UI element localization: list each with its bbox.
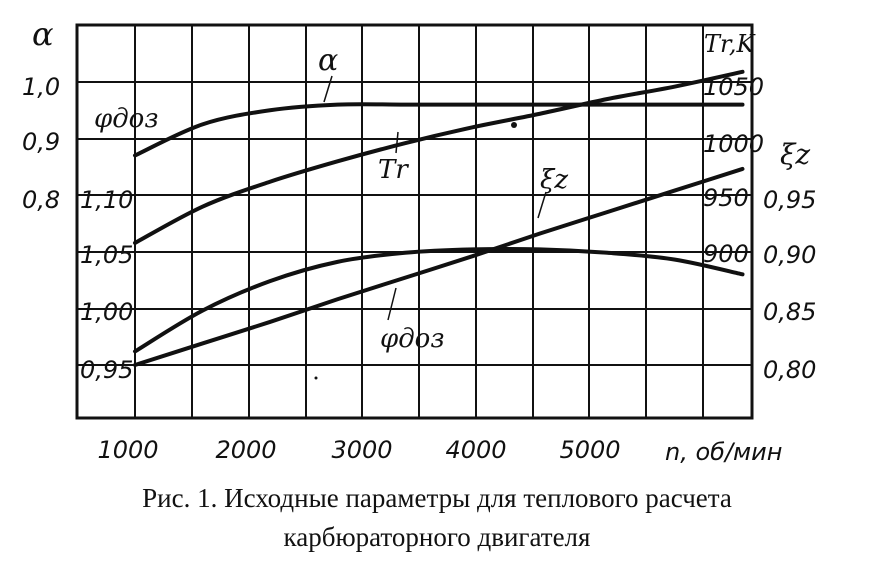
curve-label-alpha: α <box>318 43 338 78</box>
caption-line-1: Рис. 1. Исходные параметры для теплового… <box>142 483 732 513</box>
leader-t <box>395 131 399 154</box>
t-axis-label: Tr,K <box>704 30 756 58</box>
leader-alpha <box>323 75 333 103</box>
curve-label-t: Tr <box>378 155 409 185</box>
curve-label-phi: φдоз <box>380 324 445 354</box>
xi-tick-label: 0,90 <box>763 241 816 269</box>
tick-labels: 1000 2000 3000 4000 5000 1,0 0,9 0,8 1,10 1,05 1,0… <box>22 73 816 464</box>
curves <box>133 69 745 380</box>
series-line-1 <box>133 69 745 245</box>
phi-tick-label: 1,05 <box>80 241 133 269</box>
chart: 1000 2000 3000 4000 5000 1,0 0,9 0,8 1,10 1,05 1,0… <box>22 15 816 466</box>
grid <box>77 25 752 418</box>
t-tick-label: 950 <box>703 184 749 212</box>
phi-tick-label: 1,10 <box>80 186 133 214</box>
phi-tick-label: 0,95 <box>80 356 133 384</box>
xi-tick-label: 0,80 <box>763 356 816 384</box>
curve-label-xi: ξz <box>540 165 568 195</box>
x-tick-label: 1000 <box>97 436 158 464</box>
xi-tick-label: 0,85 <box>763 298 816 326</box>
series-line-0 <box>133 102 745 158</box>
xi-axis-label: ξz <box>780 138 810 171</box>
x-tick-label: 5000 <box>559 436 620 464</box>
chart-frame <box>75 23 754 420</box>
t-tick-label: 1050 <box>703 73 764 101</box>
alpha-tick-label: 0,9 <box>22 128 60 156</box>
phi-tick-label: 1,00 <box>80 298 133 326</box>
x-tick-label: 2000 <box>215 436 276 464</box>
xi-tick-label: 0,95 <box>763 186 816 214</box>
t-tick-label: 1000 <box>703 130 764 158</box>
alpha-tick-label: 1,0 <box>22 73 60 101</box>
print-speck <box>511 122 517 128</box>
series-line-3 <box>133 166 745 367</box>
alpha-axis-label: α <box>32 15 54 53</box>
series-line-2 <box>133 246 745 354</box>
caption-line-2: карбюраторного двигателя <box>283 522 591 552</box>
t-tick-label: 900 <box>703 240 749 268</box>
phi-axis-label: φдоз <box>94 104 159 134</box>
print-speck <box>314 376 318 380</box>
x-tick-label: 4000 <box>445 436 506 464</box>
x-tick-label: 3000 <box>331 436 392 464</box>
leader-phi <box>387 287 397 321</box>
x-axis-label: n, об/мин <box>665 438 782 466</box>
alpha-tick-label: 0,8 <box>22 186 60 214</box>
leader-xi <box>537 191 547 219</box>
